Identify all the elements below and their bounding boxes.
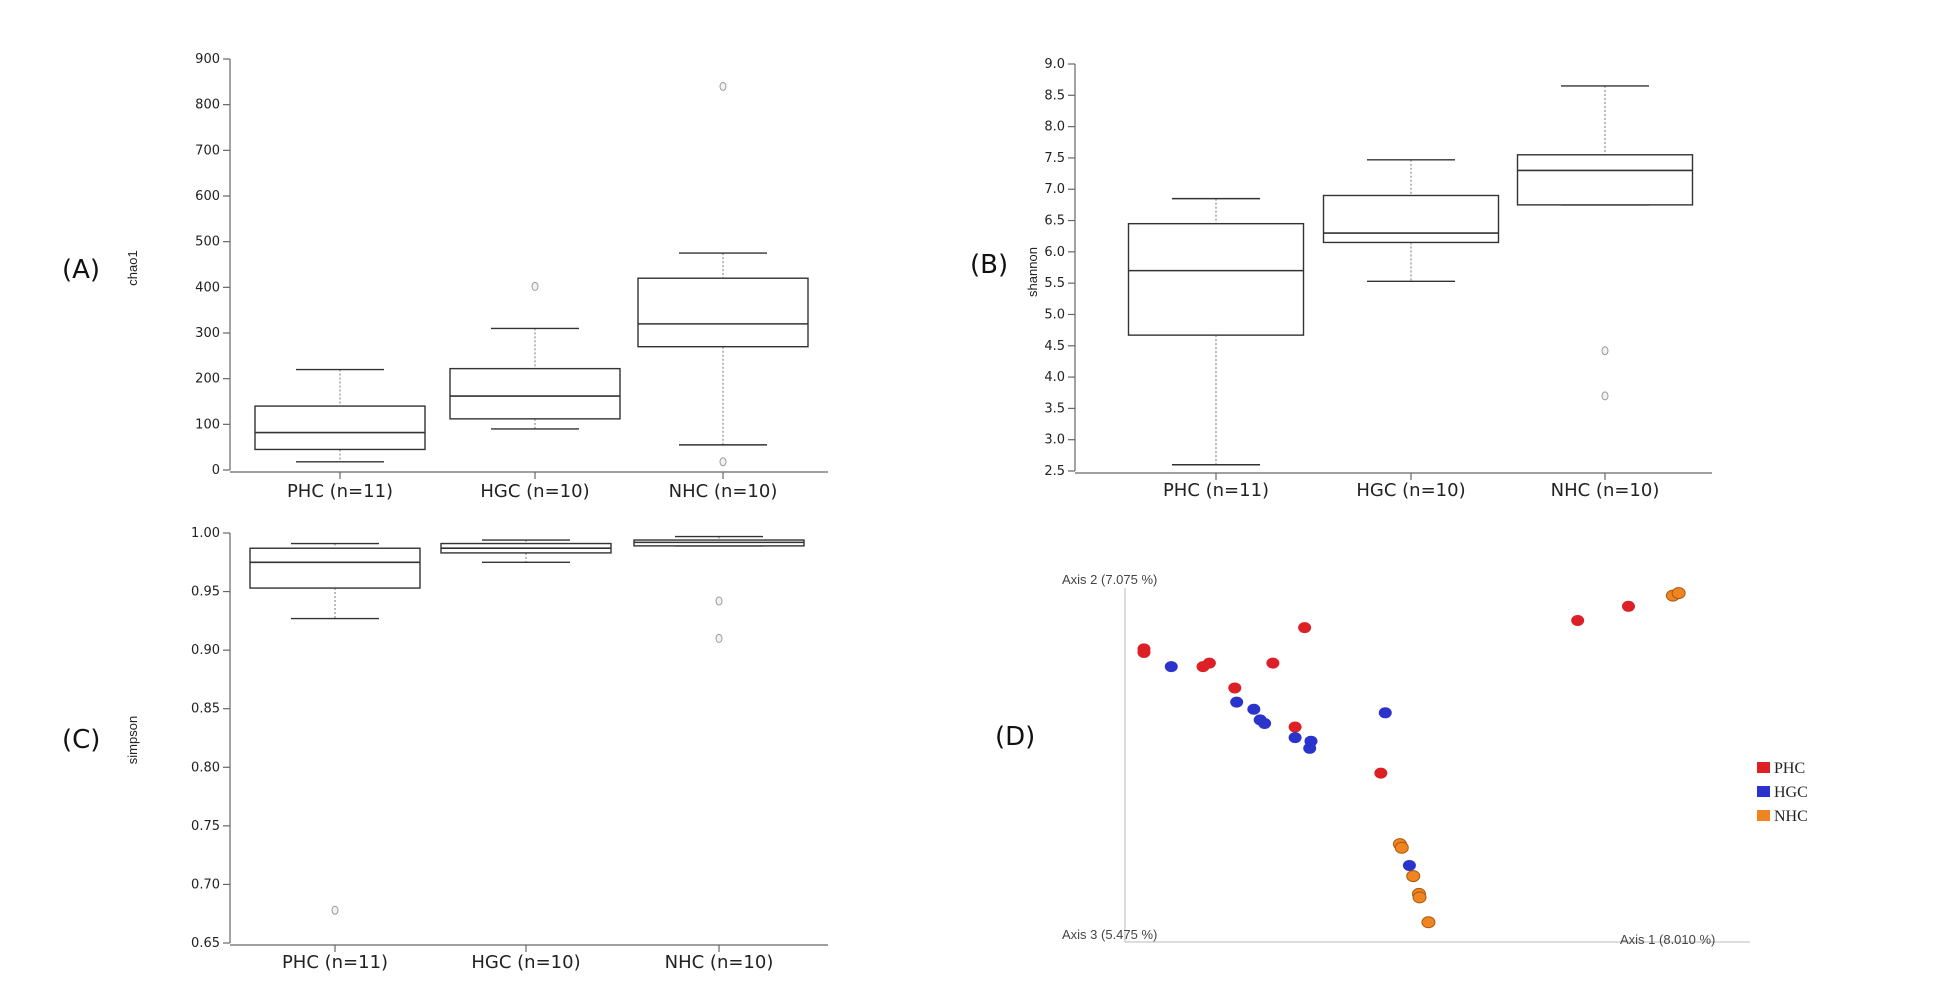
y-tick-label: 7.5 — [1044, 151, 1065, 166]
scatter-point-nhc — [1412, 891, 1427, 904]
outlier-point — [719, 457, 727, 467]
y-tick-label: 100 — [195, 417, 220, 432]
box-iqr — [449, 367, 621, 420]
chart-d-pcoa: Axis 2 (7.075 %) Axis 3 (5.475 %) Axis 1 (… — [1062, 572, 1808, 947]
outlier-point — [1601, 346, 1609, 356]
y-axis-label: simpson — [125, 716, 140, 764]
scatter-point-hgc — [1303, 742, 1317, 754]
scatter-point-nhc — [1421, 916, 1436, 929]
chart-c-simpson: 0.65 0.70 0.75 0.80 0.85 0.90 0.95 1.00 simpson P… — [125, 526, 828, 973]
y-tick-label: 0.80 — [191, 760, 220, 775]
axis3-label: Axis 3 (5.475 %) — [1062, 927, 1157, 942]
scatter-point-hgc — [1230, 696, 1244, 708]
outlier-point — [715, 596, 723, 606]
category-label: NHC (n=10) — [1551, 480, 1660, 501]
outlier-point — [331, 905, 339, 915]
y-tick-label: 800 — [195, 98, 220, 113]
scatter-point-phc — [1571, 615, 1585, 626]
axis2-label: Axis 2 (7.075 %) — [1062, 572, 1157, 587]
y-tick-label: 0.85 — [191, 702, 220, 717]
y-tick-label: 0.65 — [191, 936, 220, 951]
outlier-point — [715, 633, 723, 643]
scatter-point-hgc — [1378, 707, 1392, 719]
scatter-point-hgc — [1247, 703, 1261, 715]
y-tick-label: 4.5 — [1044, 339, 1065, 354]
y-tick-label: 400 — [195, 280, 220, 295]
legend-label-nhc: NHC — [1774, 808, 1808, 825]
box-iqr — [254, 405, 426, 451]
legend-swatch-hgc — [1757, 786, 1770, 797]
category-label: PHC (n=11) — [287, 481, 393, 502]
y-tick-label: 0.95 — [191, 585, 220, 600]
scatter-point-phc — [1288, 721, 1302, 733]
y-tick-label: 0.70 — [191, 877, 220, 892]
y-tick-label: 0.75 — [191, 819, 220, 834]
scatter-point-hgc — [1258, 717, 1272, 729]
y-tick-label: 1.00 — [191, 526, 220, 541]
y-tick-label: 8.0 — [1044, 120, 1065, 135]
scatter-point-phc — [1137, 646, 1151, 658]
scatter-point-phc — [1202, 657, 1216, 669]
outlier-point — [531, 281, 539, 291]
category-label: PHC (n=11) — [282, 952, 388, 973]
category-label: NHC (n=10) — [665, 952, 774, 973]
category-label: HGC (n=10) — [471, 952, 580, 973]
y-tick-label: 9.0 — [1044, 57, 1065, 72]
y-tick-label: 500 — [195, 235, 220, 250]
panel-label-d: (D) — [995, 722, 1035, 752]
y-tick-label: 2.5 — [1044, 464, 1065, 479]
y-tick-label: 7.0 — [1044, 182, 1065, 197]
scatter-point-nhc — [1406, 870, 1421, 883]
scatter-point-phc — [1266, 657, 1280, 669]
box-iqr — [1322, 194, 1500, 244]
legend-swatch-phc — [1757, 762, 1770, 773]
panel-label-c: (C) — [62, 725, 100, 755]
y-tick-label: 700 — [195, 143, 220, 158]
y-tick-label: 0 — [212, 463, 220, 478]
y-tick-label: 8.5 — [1044, 88, 1065, 103]
y-tick-label: 3.0 — [1044, 433, 1065, 448]
y-tick-label: 6.5 — [1044, 214, 1065, 229]
y-tick-label: 200 — [195, 372, 220, 387]
y-axis-label: chao1 — [125, 250, 140, 285]
scatter-point-phc — [1621, 600, 1635, 612]
chart-a-chao1: 0 100 200 300 400 500 600 700 800 900 chao1 PHC (n=… — [125, 52, 828, 502]
chart-b-shannon: 2.5 3.0 3.5 4.0 4.5 5.0 5.5 6.0 6.5 7.0 7.5 8.0 8.5 9… — [1025, 57, 1712, 501]
panel-label-a: (A) — [62, 255, 100, 285]
scatter-point-hgc — [1164, 661, 1178, 673]
y-tick-label: 5.0 — [1044, 307, 1065, 322]
scatter-point-hgc — [1288, 732, 1302, 744]
scatter-point-nhc — [1394, 841, 1409, 854]
y-tick-label: 6.0 — [1044, 245, 1065, 260]
category-label: HGC (n=10) — [1356, 480, 1465, 501]
panel-label-b: (B) — [970, 250, 1008, 280]
y-tick-label: 600 — [195, 189, 220, 204]
category-label: HGC (n=10) — [480, 481, 589, 502]
y-tick-label: 4.0 — [1044, 370, 1065, 385]
outlier-point — [1601, 391, 1609, 401]
scatter-point-nhc — [1671, 587, 1686, 600]
box-iqr — [249, 547, 421, 589]
y-tick-label: 900 — [195, 52, 220, 67]
box-iqr — [637, 277, 809, 348]
legend-swatch-nhc — [1757, 810, 1770, 821]
scatter-point-hgc — [1402, 859, 1416, 871]
category-label: NHC (n=10) — [669, 481, 778, 502]
y-tick-label: 5.5 — [1044, 276, 1065, 291]
legend-label-hgc: HGC — [1774, 784, 1808, 801]
y-axis-label: shannon — [1025, 247, 1040, 297]
y-tick-label: 0.90 — [191, 643, 220, 658]
y-tick-label: 300 — [195, 326, 220, 341]
y-tick-label: 3.5 — [1044, 401, 1065, 416]
legend-label-phc: PHC — [1774, 760, 1805, 777]
category-label: PHC (n=11) — [1163, 480, 1269, 501]
box-iqr — [1127, 222, 1305, 336]
scatter-point-phc — [1374, 767, 1388, 779]
outlier-point — [719, 81, 727, 91]
axis1-label: Axis 1 (8.010 %) — [1620, 932, 1715, 947]
scatter-point-phc — [1228, 682, 1242, 694]
box-iqr — [1516, 154, 1694, 206]
scatter-point-phc — [1298, 622, 1312, 634]
